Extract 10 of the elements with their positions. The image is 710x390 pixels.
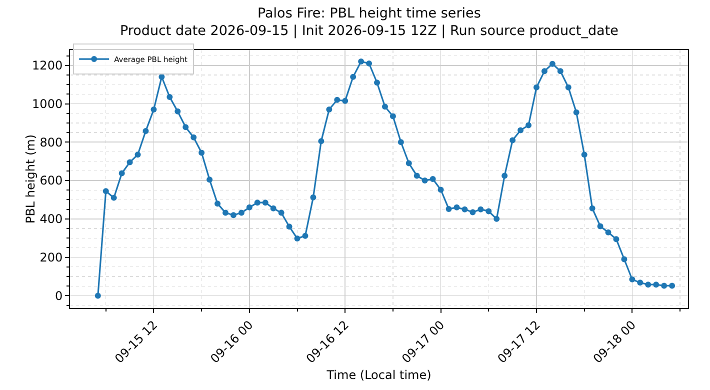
y-tick-label: 400 (40, 212, 63, 226)
y-tick-label: 600 (40, 174, 63, 188)
y-axis-title: PBL height (m) (24, 134, 38, 224)
y-tick-label: 800 (40, 135, 63, 150)
y-tick-label: 0 (54, 288, 63, 303)
y-tick-label: 200 (40, 250, 63, 265)
x-axis-title: Time (Local time) (326, 368, 432, 382)
y-tick-label: 1000 (32, 96, 63, 111)
y-tick-label: 1200 (32, 58, 63, 73)
chart-title: Palos Fire: PBL height time series Product date 2026-09-15 | Init 2026-09-15 12Z | Run source product_date (120, 6, 618, 40)
